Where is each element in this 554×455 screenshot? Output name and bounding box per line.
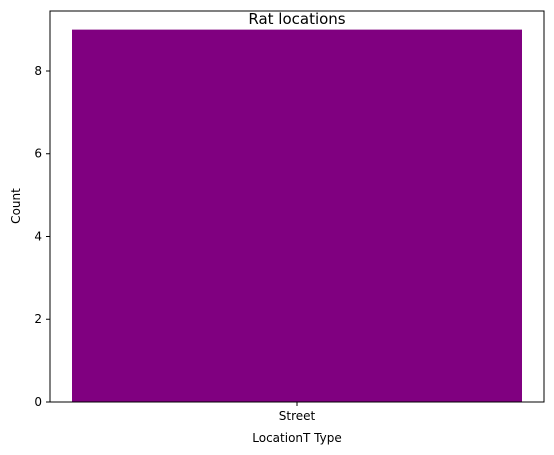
y-tick-label: 8 — [34, 64, 42, 78]
y-tick-label: 2 — [34, 312, 42, 326]
x-axis: Street — [279, 402, 316, 423]
plot-area — [72, 30, 522, 402]
y-axis: 0 2 4 6 8 — [34, 64, 50, 409]
chart-title: Rat locations — [248, 10, 345, 28]
x-axis-label: LocationT Type — [252, 431, 341, 445]
y-tick-label: 0 — [34, 395, 42, 409]
x-tick-label: Street — [279, 409, 316, 423]
y-tick-label: 4 — [34, 229, 42, 243]
y-tick-label: 6 — [34, 147, 42, 161]
y-axis-label: Count — [9, 188, 23, 224]
bar-street — [72, 30, 522, 402]
